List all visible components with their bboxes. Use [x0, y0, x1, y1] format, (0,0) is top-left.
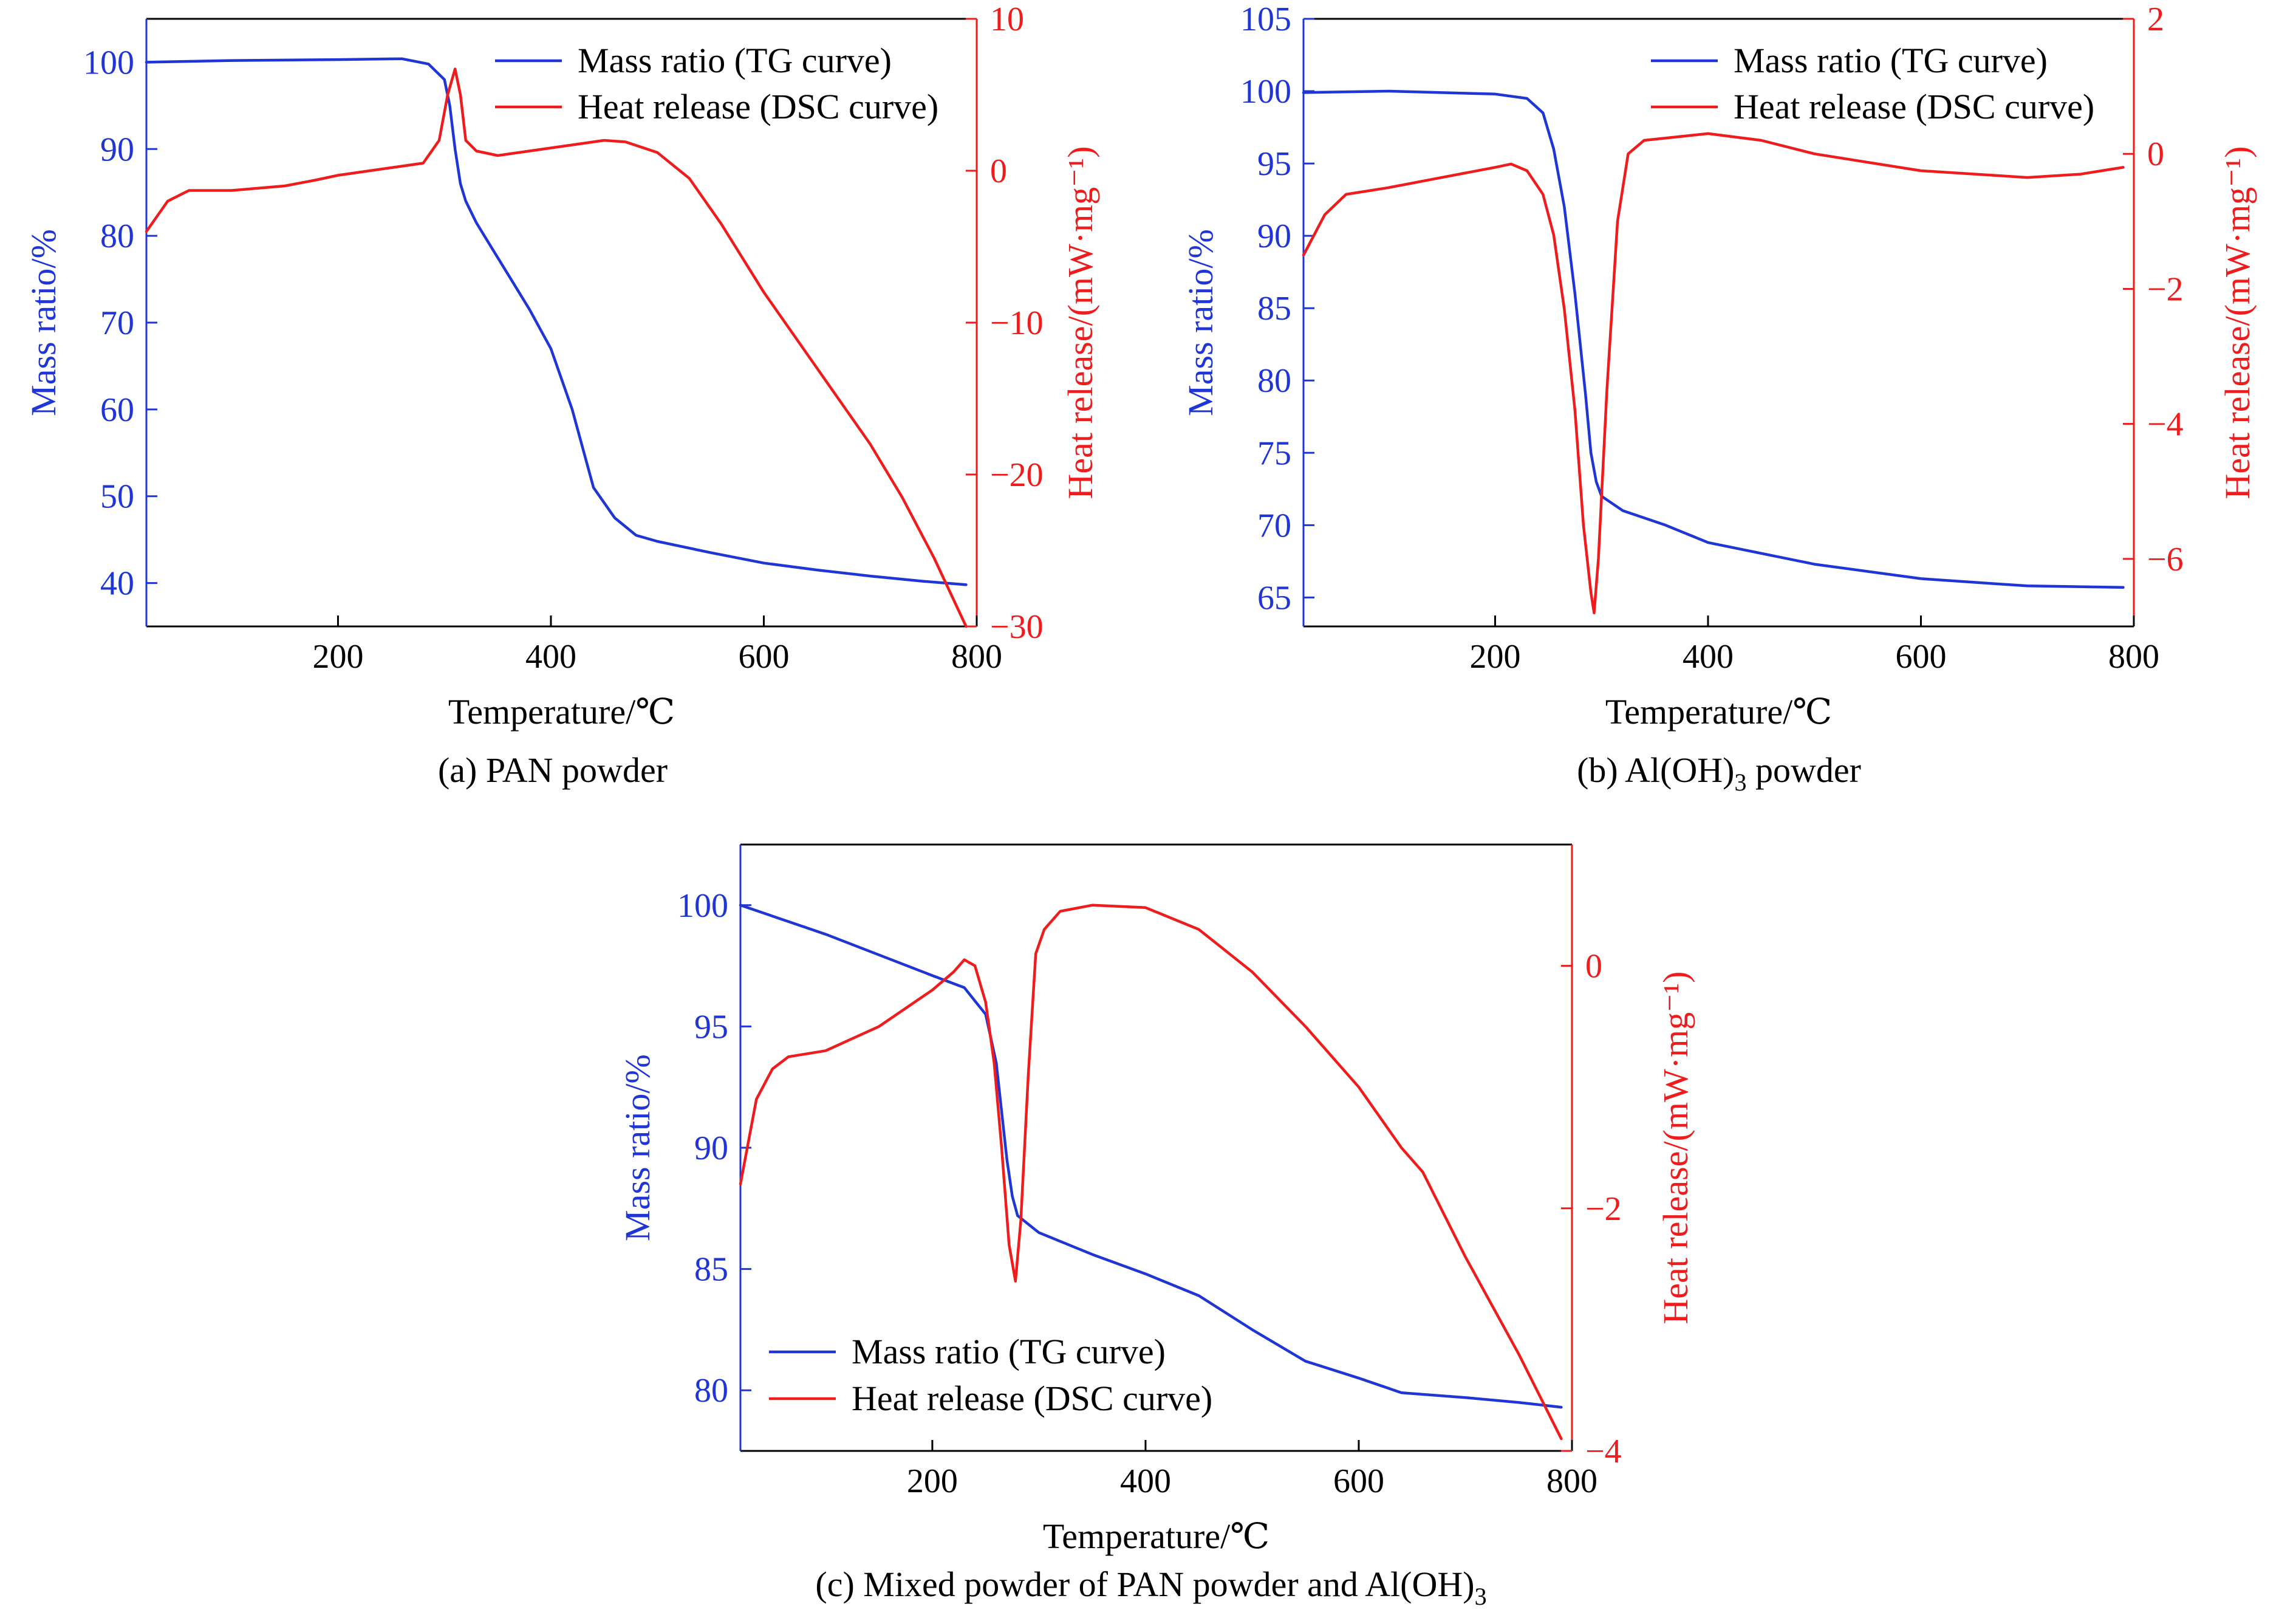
panel-c-plot: 200 400 600 800 80 85 90 95 100 −4 −2 0 Temperature/…: [618, 843, 1695, 1556]
dsc-curve-line: [145, 67, 968, 628]
left-y-tick-label: 80: [1257, 362, 1291, 400]
legend-tg-label: Mass ratio (TG curve): [852, 1332, 1166, 1371]
right-y-axis-title: Heat release/(mW·mg⁻¹): [1656, 972, 1695, 1325]
x-axis-title: Temperature/℃: [1605, 692, 1832, 732]
left-y-tick-label: 40: [100, 565, 134, 603]
x-tick-label: 800: [951, 638, 1002, 676]
right-y-tick-label: −2: [1585, 1190, 1622, 1228]
panel-a: 200 400 600 800 40 50 60 70 80 90 100 −30 −20 −10 0 10 T…: [24, 1, 1100, 790]
legend-dsc-label: Heat release (DSC curve): [578, 87, 938, 126]
legend-tg-label: Mass ratio (TG curve): [578, 41, 892, 80]
x-tick-label: 600: [1895, 638, 1946, 676]
tg-curve-line: [739, 903, 1563, 1409]
left-y-tick-label: 60: [100, 391, 134, 429]
panel-a-plot: 200 400 600 800 40 50 60 70 80 90 100 −30 −20 −10 0 10 T…: [24, 1, 1100, 732]
left-y-tick-label: 80: [694, 1372, 728, 1410]
panel-a-caption: (a) PAN powder: [438, 750, 668, 790]
panel-b-caption-rest: powder: [1746, 750, 1860, 790]
right-y-tick-label: 0: [1585, 948, 1602, 986]
right-y-axis-title: Heat release/(mW·mg⁻¹): [2218, 146, 2257, 499]
left-y-axis-title: Mass ratio/%: [618, 1054, 657, 1241]
right-y-tick-label: −10: [990, 304, 1044, 342]
right-y-tick-label: 10: [990, 1, 1024, 38]
x-tick-label: 800: [1546, 1462, 1597, 1500]
left-y-tick-label: 100: [677, 887, 728, 925]
panel-c-caption-subscript: 3: [1475, 1583, 1487, 1610]
right-y-tick-label: −2: [2147, 270, 2184, 308]
x-tick-label: 200: [907, 1462, 958, 1500]
x-axis-title: Temperature/℃: [448, 692, 675, 732]
panel-c: 200 400 600 800 80 85 90 95 100 −4 −2 0 Temperature/…: [618, 843, 1695, 1610]
right-y-tick-label: 0: [2147, 135, 2164, 173]
legend-tg-label: Mass ratio (TG curve): [1734, 41, 2048, 80]
panel-b-plot: 200 400 600 800 65 70 75 80 85 90 95 100 105 −6 −4 −2 0 2…: [1181, 1, 2257, 732]
left-y-tick-label: 100: [1240, 73, 1291, 111]
right-y-tick-label: −4: [2147, 406, 2184, 444]
left-y-tick-label: 80: [100, 218, 134, 255]
right-y-tick-label: −6: [2147, 541, 2184, 578]
left-y-tick-label: 95: [1257, 145, 1291, 183]
x-tick-label: 600: [1333, 1462, 1384, 1500]
left-y-axis-title: Mass ratio/%: [24, 229, 63, 416]
x-axis-title: Temperature/℃: [1043, 1517, 1269, 1556]
x-tick-label: 600: [738, 638, 789, 676]
right-y-tick-label: 2: [2147, 1, 2164, 38]
left-y-tick-label: 85: [694, 1251, 728, 1289]
left-y-axis-title: Mass ratio/%: [1181, 229, 1220, 416]
left-y-tick-label: 70: [1257, 507, 1291, 544]
panel-b-caption-subscript: 3: [1734, 769, 1746, 796]
left-y-tick-label: 85: [1257, 290, 1291, 327]
x-tick-label: 400: [525, 638, 576, 676]
legend-dsc-label: Heat release (DSC curve): [852, 1379, 1212, 1418]
right-y-tick-label: −30: [990, 608, 1044, 646]
right-y-tick-label: −4: [1585, 1433, 1622, 1470]
x-tick-label: 200: [1469, 638, 1520, 676]
tg-curve-line: [145, 57, 968, 586]
left-y-tick-label: 90: [694, 1130, 728, 1167]
left-y-tick-label: 95: [694, 1008, 728, 1046]
x-tick-label: 400: [1120, 1462, 1171, 1500]
x-tick-label: 400: [1683, 638, 1734, 676]
right-y-axis-title: Heat release/(mW·mg⁻¹): [1061, 146, 1100, 499]
dsc-curve-line: [1302, 132, 2125, 615]
right-y-tick-label: −20: [990, 456, 1044, 494]
left-y-tick-label: 65: [1257, 579, 1291, 617]
panel-b: 200 400 600 800 65 70 75 80 85 90 95 100 105 −6 −4 −2 0 2…: [1181, 1, 2257, 796]
panel-c-caption: (c) Mixed powder of PAN powder and Al(OH…: [815, 1565, 1486, 1610]
dsc-curve-line: [739, 903, 1563, 1441]
right-y-tick-label: 0: [990, 153, 1007, 190]
left-y-tick-label: 105: [1240, 1, 1291, 38]
left-y-tick-label: 70: [100, 304, 134, 342]
x-tick-label: 200: [312, 638, 363, 676]
left-y-tick-label: 100: [83, 44, 134, 81]
panel-b-caption: (b) Al(OH)3 powder: [1577, 750, 1861, 796]
tg-curve-line: [1302, 89, 2125, 589]
left-y-tick-label: 90: [1257, 218, 1291, 255]
left-y-tick-label: 50: [100, 478, 134, 516]
legend-dsc-label: Heat release (DSC curve): [1734, 87, 2094, 126]
left-y-tick-label: 75: [1257, 434, 1291, 472]
x-tick-label: 800: [2108, 638, 2159, 676]
left-y-tick-label: 90: [100, 131, 134, 168]
